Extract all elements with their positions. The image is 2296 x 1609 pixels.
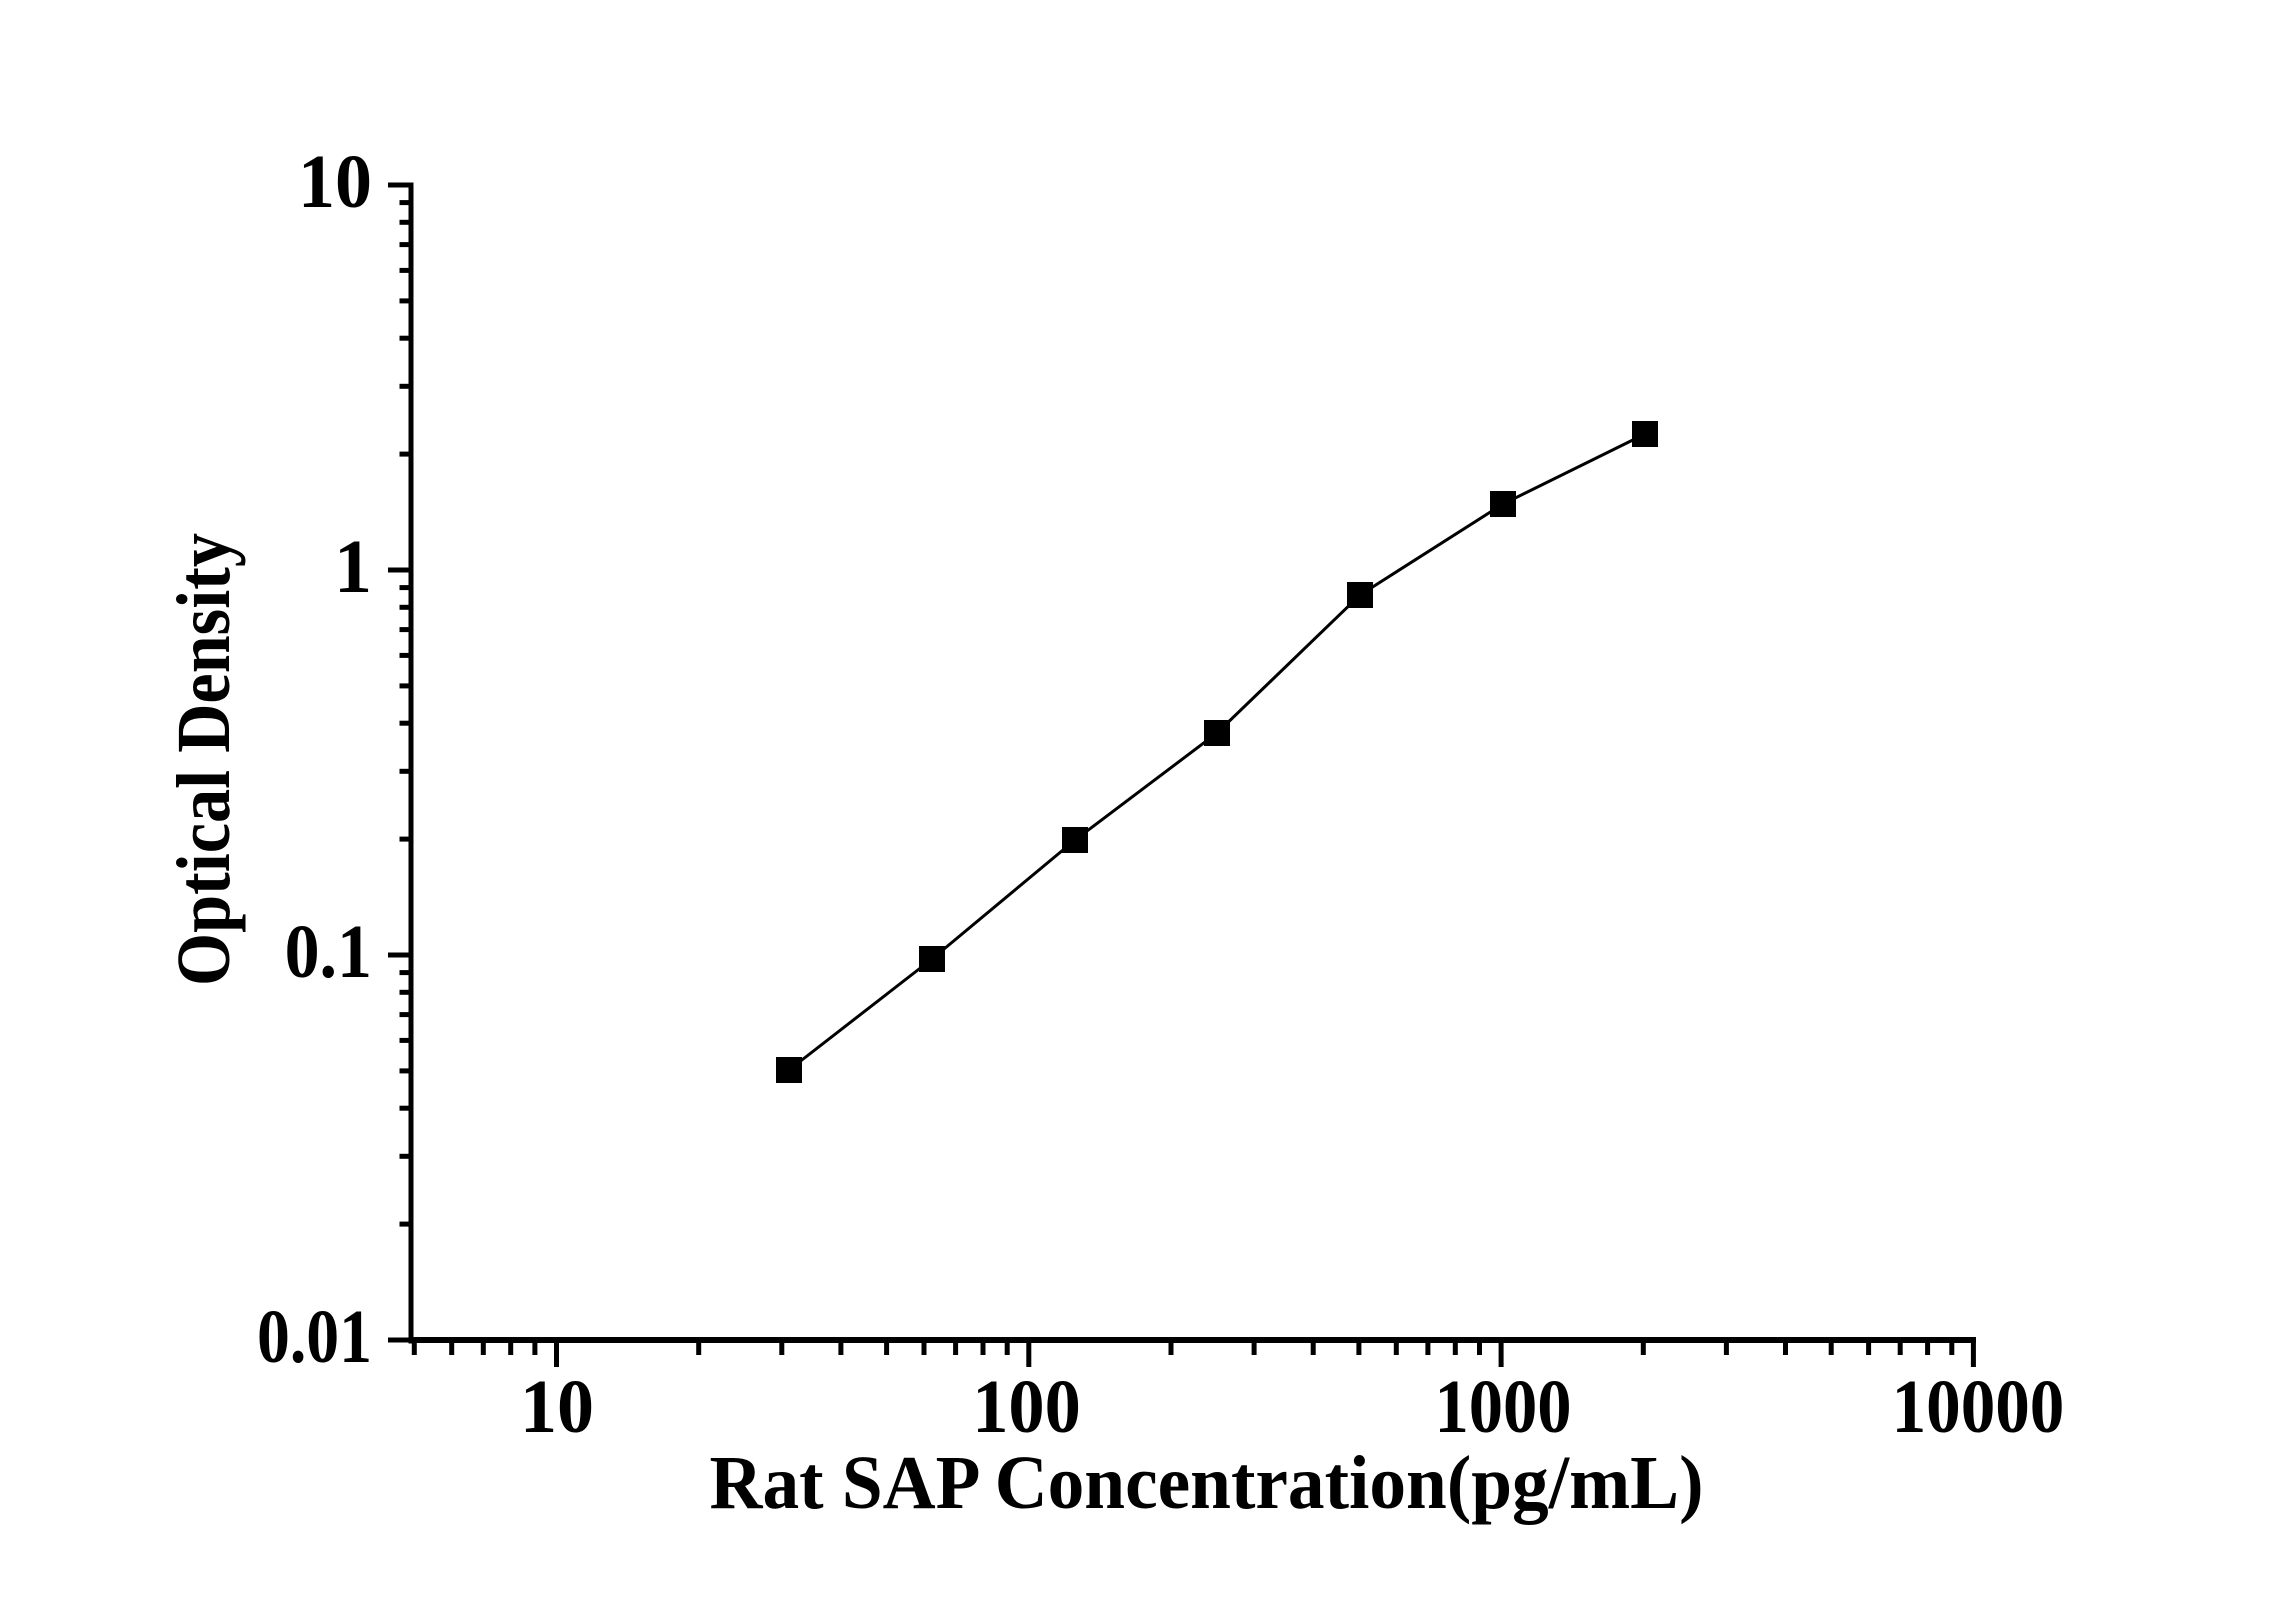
svg-text:1: 1 <box>334 525 372 609</box>
svg-text:10: 10 <box>520 1365 594 1449</box>
svg-text:Rat SAP Concentration(pg/mL): Rat SAP Concentration(pg/mL) <box>710 1441 1704 1525</box>
svg-text:10000: 10000 <box>1892 1365 2065 1449</box>
svg-text:0.01: 0.01 <box>257 1295 372 1379</box>
svg-text:100: 100 <box>972 1365 1081 1449</box>
svg-text:0.1: 0.1 <box>285 910 372 994</box>
svg-text:10: 10 <box>298 140 372 224</box>
svg-text:1000: 1000 <box>1434 1365 1571 1449</box>
svg-text:Optical Density: Optical Density <box>162 533 246 986</box>
